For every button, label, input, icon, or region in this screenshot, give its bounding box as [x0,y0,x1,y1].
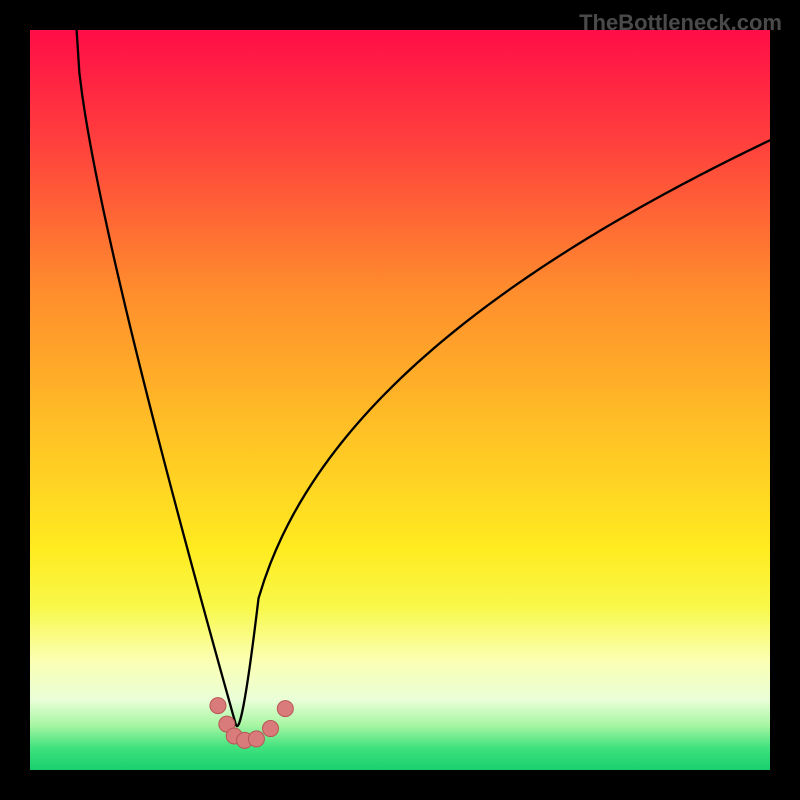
valley-marker [248,731,264,747]
valley-marker [210,698,226,714]
watermark-text: TheBottleneck.com [579,10,782,36]
bottleneck-chart [30,30,770,770]
chart-container [30,30,770,770]
chart-background [30,30,770,770]
valley-marker [263,721,279,737]
valley-marker [277,701,293,717]
